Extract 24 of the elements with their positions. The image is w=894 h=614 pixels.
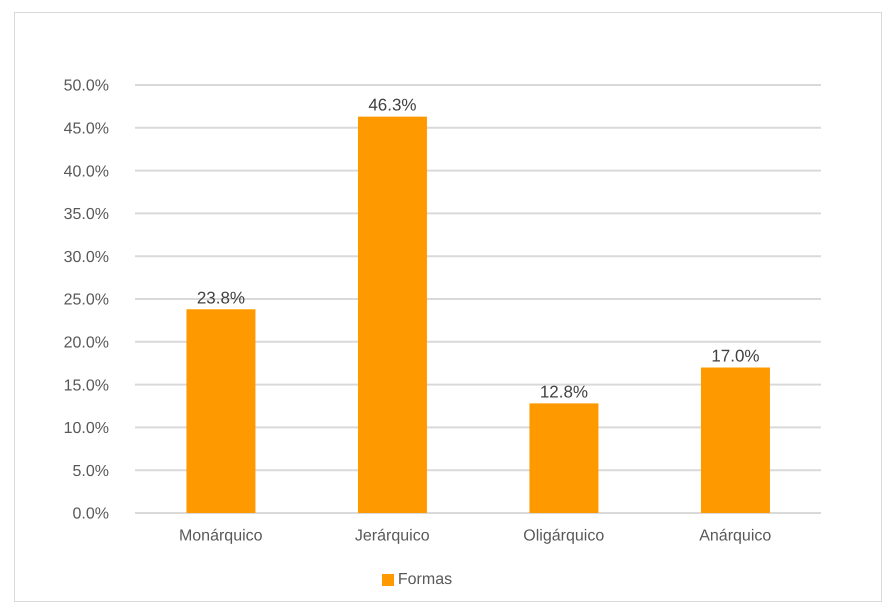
bar — [529, 403, 598, 513]
legend-label: Formas — [398, 571, 452, 588]
bar — [186, 309, 256, 513]
data-label: 17.0% — [711, 346, 760, 366]
y-tick-label: 35.0% — [64, 206, 109, 224]
bar — [700, 367, 770, 513]
y-tick-label: 20.0% — [64, 334, 109, 352]
y-tick-label: 0.0% — [72, 506, 109, 523]
bar — [358, 116, 427, 513]
y-tick-label: 40.0% — [64, 163, 109, 180]
data-label: 46.3% — [368, 96, 417, 115]
x-tick-label: Oligárquico — [523, 527, 604, 544]
y-tick-label: 15.0% — [64, 377, 109, 394]
x-tick-label: Anárquico — [699, 527, 772, 544]
y-tick-label: 10.0% — [64, 420, 109, 438]
data-label: 12.8% — [540, 382, 588, 402]
y-tick-label: 5.0% — [72, 462, 109, 480]
y-tick-label: 30.0% — [64, 248, 109, 266]
x-tick-label: Monárquico — [178, 527, 263, 544]
data-label: 23.8% — [196, 288, 246, 308]
y-tick-label: 50.0% — [64, 78, 109, 95]
x-tick-label: Jerárquico — [354, 527, 430, 544]
y-tick-label: 25.0% — [64, 292, 109, 309]
y-tick-label: 45.0% — [64, 120, 109, 138]
